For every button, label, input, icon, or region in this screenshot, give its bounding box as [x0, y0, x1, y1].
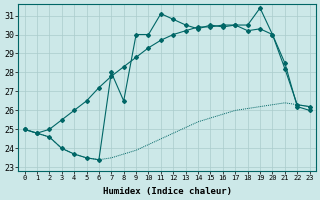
X-axis label: Humidex (Indice chaleur): Humidex (Indice chaleur) [103, 187, 232, 196]
